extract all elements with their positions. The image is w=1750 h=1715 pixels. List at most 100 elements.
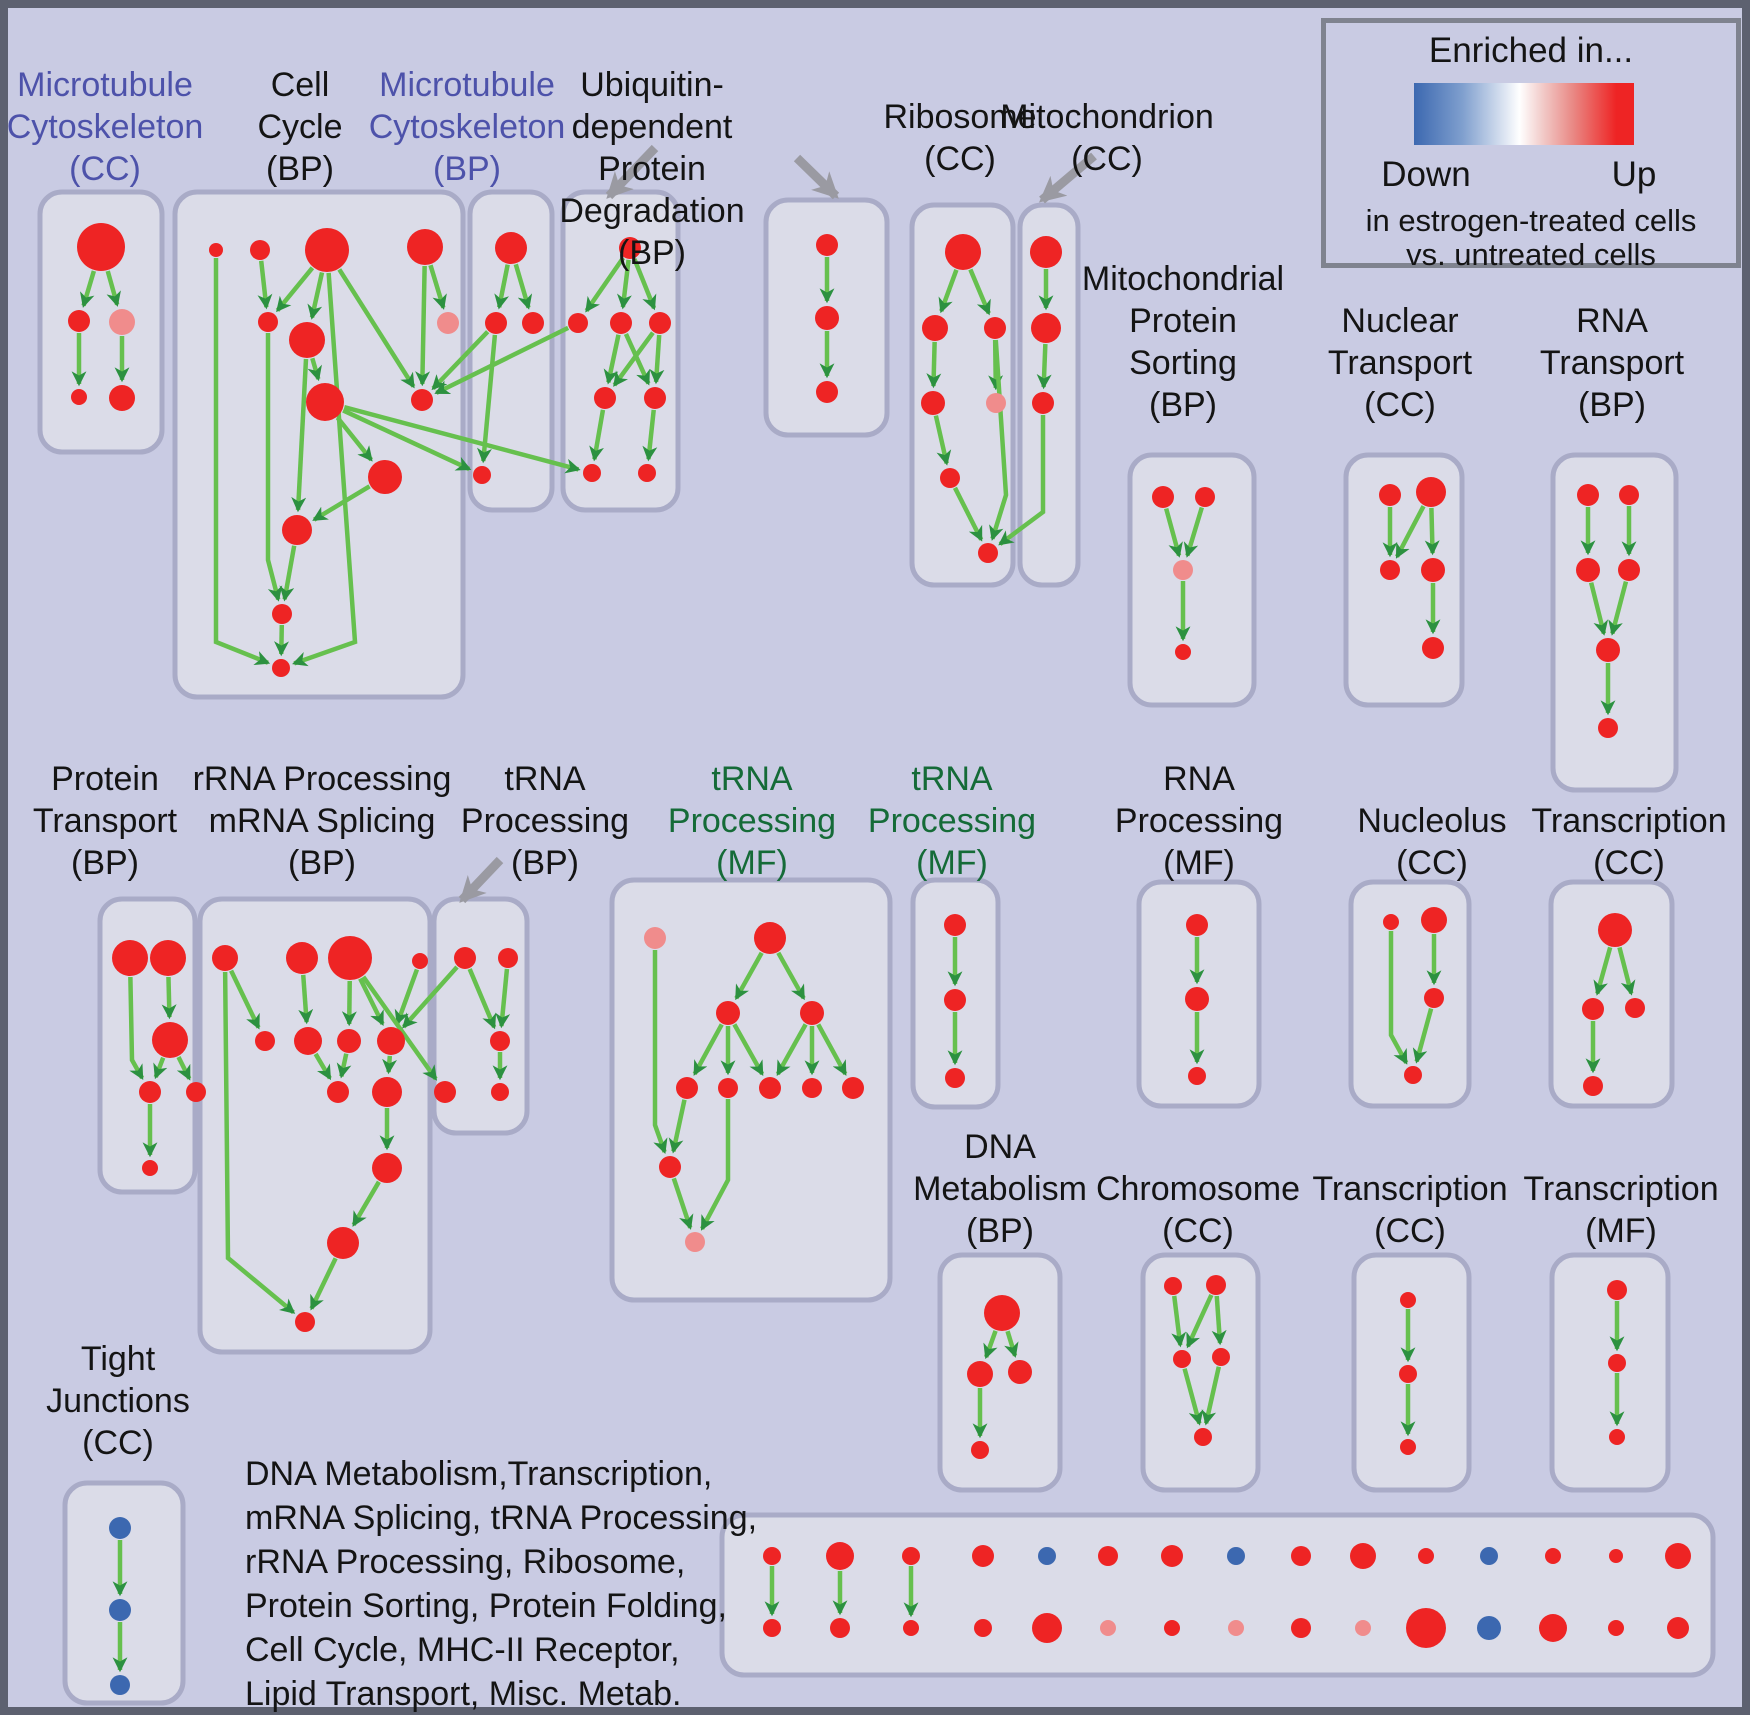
- go-term-node-mixed-terms-strip-r1c3: [974, 1619, 992, 1637]
- go-term-node-dna-metabolism-bp-1: [967, 1361, 993, 1387]
- cluster-label-mt-cc: Microtubule Cytoskeleton (CC): [6, 66, 204, 188]
- enrichment-edge: [275, 266, 315, 313]
- go-term-node-transcription-cc-row2-0: [1598, 913, 1632, 947]
- enrichment-edge: [700, 1099, 731, 1231]
- enrichment-edge: [343, 404, 581, 474]
- enrichment-edge: [998, 415, 1046, 546]
- enrichment-edge: [1164, 507, 1183, 558]
- go-term-node-mixed-terms-strip-r0c12: [1545, 1548, 1561, 1564]
- cluster-label-ubiquitin: Ubiquitin- dependent Protein Degradation…: [559, 66, 745, 272]
- go-term-node-trna-processing-mf-a-6: [759, 1077, 781, 1099]
- enrichment-edge: [80, 270, 97, 308]
- go-term-node-mixed-terms-strip-r1c1: [830, 1618, 850, 1638]
- go-term-node-mixed-terms-strip-r0c1: [826, 1542, 854, 1570]
- cluster-box-transcription-mf: [1549, 1252, 1671, 1493]
- enrichment-edge: [434, 325, 570, 395]
- go-term-node-dna-metabolism-bp-0: [984, 1295, 1020, 1331]
- enrichment-edge: [1171, 1295, 1187, 1348]
- go-term-node-mitochondrial-protein-sorting-bp-1: [1195, 487, 1215, 507]
- go-term-node-cell-cycle-bp-3: [407, 229, 443, 265]
- go-term-node-trna-processing-mf-a-1: [754, 922, 786, 954]
- go-term-node-microtubule-cytoskeleton-bp-1: [485, 312, 507, 334]
- legend-caption-line2: vs. untreated cells: [1406, 237, 1656, 272]
- go-term-node-mixed-terms-strip-r0c10: [1418, 1548, 1434, 1564]
- enrichment-edge: [222, 971, 296, 1315]
- cluster-label-rna-processing-mf: RNA Processing (MF): [1114, 760, 1284, 882]
- go-term-node-rrna-processing-mrna-splicing-bp-11: [327, 1227, 359, 1259]
- go-term-node-protein-transport-bp-1: [150, 940, 186, 976]
- cluster-box-microtubule-cytoskeleton-cc: [37, 189, 165, 455]
- go-term-node-trna-processing-mf-a-4: [676, 1077, 698, 1099]
- go-term-node-cell-cycle-bp-5: [289, 322, 325, 358]
- cluster-label-tight-junctions: Tight Junctions (CC): [46, 1340, 190, 1462]
- go-term-node-rrna-processing-mrna-splicing-bp-6: [337, 1029, 361, 1053]
- go-term-node-ubiquitin-degradation-a-0: [619, 237, 641, 259]
- cluster-label-chromosome: Chromosome (CC): [1095, 1170, 1301, 1250]
- go-term-node-trna-processing-bp-4: [491, 1083, 509, 1101]
- go-term-node-nuclear-transport-cc-3: [1421, 558, 1445, 582]
- go-term-node-mixed-terms-strip-r1c9: [1355, 1620, 1371, 1636]
- enrichment-edge: [734, 951, 764, 1001]
- enrichment-edge: [161, 976, 177, 1020]
- enrichment-edge: [467, 968, 497, 1030]
- go-term-node-tight-junctions-cc-0: [109, 1517, 131, 1539]
- enrichment-edge: [589, 409, 606, 462]
- go-term-node-transcription-mf-0: [1607, 1280, 1627, 1300]
- go-term-node-transcription-mf-2: [1609, 1429, 1625, 1445]
- enrichment-edge: [213, 258, 271, 666]
- enrichment-edge: [291, 358, 309, 513]
- go-term-node-transcription-mf-1: [1608, 1354, 1626, 1372]
- go-term-node-nucleolus-cc-2: [1424, 988, 1444, 1008]
- enrichment-edge: [1388, 931, 1409, 1065]
- go-term-node-rna-transport-bp-1: [1619, 485, 1639, 505]
- enrichment-edge: [1608, 581, 1629, 636]
- cluster-box-transcription-cc-row2: [1548, 879, 1675, 1109]
- go-term-node-rna-processing-mf-2: [1188, 1067, 1206, 1085]
- go-term-node-trna-processing-mf-a-10: [685, 1232, 705, 1252]
- go-term-node-protein-transport-bp-0: [112, 940, 148, 976]
- go-term-node-rna-transport-bp-3: [1618, 559, 1640, 581]
- go-term-node-transcription-cc-row2-2: [1625, 998, 1645, 1018]
- go-term-node-cell-cycle-bp-12: [272, 659, 290, 677]
- go-term-node-mixed-terms-strip-r0c13: [1609, 1549, 1623, 1563]
- enrichment-edge: [307, 271, 325, 320]
- go-term-node-rrna-processing-mrna-splicing-bp-9: [372, 1077, 402, 1107]
- cluster-label-rna-transport: RNA Transport (BP): [1539, 302, 1685, 424]
- go-term-node-mixed-terms-strip-r0c6: [1161, 1545, 1183, 1567]
- enrichment-edge: [671, 1177, 694, 1230]
- go-term-node-ubiquitin-degradation-a-6: [583, 464, 601, 482]
- go-term-node-trna-processing-mf-a-5: [718, 1078, 738, 1098]
- enrichment-edge: [1412, 1008, 1434, 1064]
- go-term-node-mixed-terms-strip-r1c14: [1667, 1617, 1689, 1639]
- go-term-node-mixed-terms-strip-r0c9: [1350, 1543, 1376, 1569]
- go-term-node-transcription-cc-row3-2: [1400, 1439, 1416, 1455]
- legend: Enriched in... Down Up in estrogen-treat…: [1321, 18, 1741, 272]
- cluster-label-rrna-mrna: rRNA Processing mRNA Splicing (BP): [192, 760, 452, 882]
- go-term-node-rna-processing-mf-1: [1185, 987, 1209, 1011]
- go-term-node-rrna-processing-mrna-splicing-bp-3: [412, 953, 428, 969]
- go-term-node-nuclear-transport-cc-4: [1422, 637, 1444, 659]
- enrichment-edge: [476, 334, 498, 464]
- go-term-node-protein-transport-bp-3: [139, 1081, 161, 1103]
- cluster-box-chromosome-cc: [1140, 1252, 1261, 1493]
- enrichment-edge: [968, 268, 991, 316]
- go-term-node-mixed-terms-strip-r0c8: [1291, 1546, 1311, 1566]
- go-term-node-rrna-processing-mrna-splicing-bp-5: [294, 1027, 322, 1055]
- go-term-node-trna-processing-mf-a-2: [716, 1001, 740, 1025]
- enrichment-edge: [1183, 506, 1204, 558]
- cluster-label-cell-cycle: Cell Cycle (BP): [257, 66, 343, 188]
- go-term-node-cell-cycle-bp-7: [411, 389, 433, 411]
- cluster-box-nucleolus-cc: [1348, 879, 1472, 1109]
- go-term-node-nuclear-transport-cc-2: [1380, 560, 1400, 580]
- go-term-node-trna-processing-bp-0: [454, 947, 476, 969]
- go-term-node-trna-processing-mf-a-7: [802, 1078, 822, 1098]
- legend-title: Enriched in...: [1428, 31, 1634, 70]
- go-term-node-transcription-cc-row3-0: [1400, 1292, 1416, 1308]
- go-term-node-mixed-terms-strip-r1c12: [1539, 1614, 1567, 1642]
- go-term-node-tight-junctions-cc-2: [110, 1675, 130, 1695]
- go-term-node-cell-cycle-bp-8: [306, 383, 344, 421]
- go-term-node-mixed-terms-strip-r0c0: [763, 1547, 781, 1565]
- enrichment-edge: [361, 975, 438, 1081]
- go-term-node-microtubule-cytoskeleton-bp-2: [522, 312, 544, 334]
